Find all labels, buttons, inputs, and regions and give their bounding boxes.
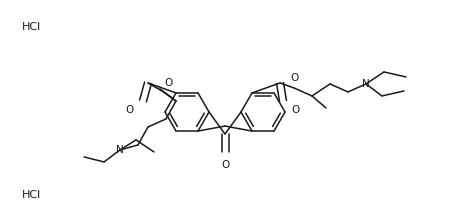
Text: O: O	[290, 73, 298, 83]
Text: N: N	[116, 145, 124, 155]
Text: HCl: HCl	[22, 22, 41, 32]
Text: HCl: HCl	[22, 190, 41, 200]
Text: O: O	[221, 160, 229, 170]
Text: O: O	[126, 105, 134, 115]
Text: N: N	[362, 79, 370, 89]
Text: O: O	[164, 78, 172, 88]
Text: O: O	[291, 105, 299, 115]
